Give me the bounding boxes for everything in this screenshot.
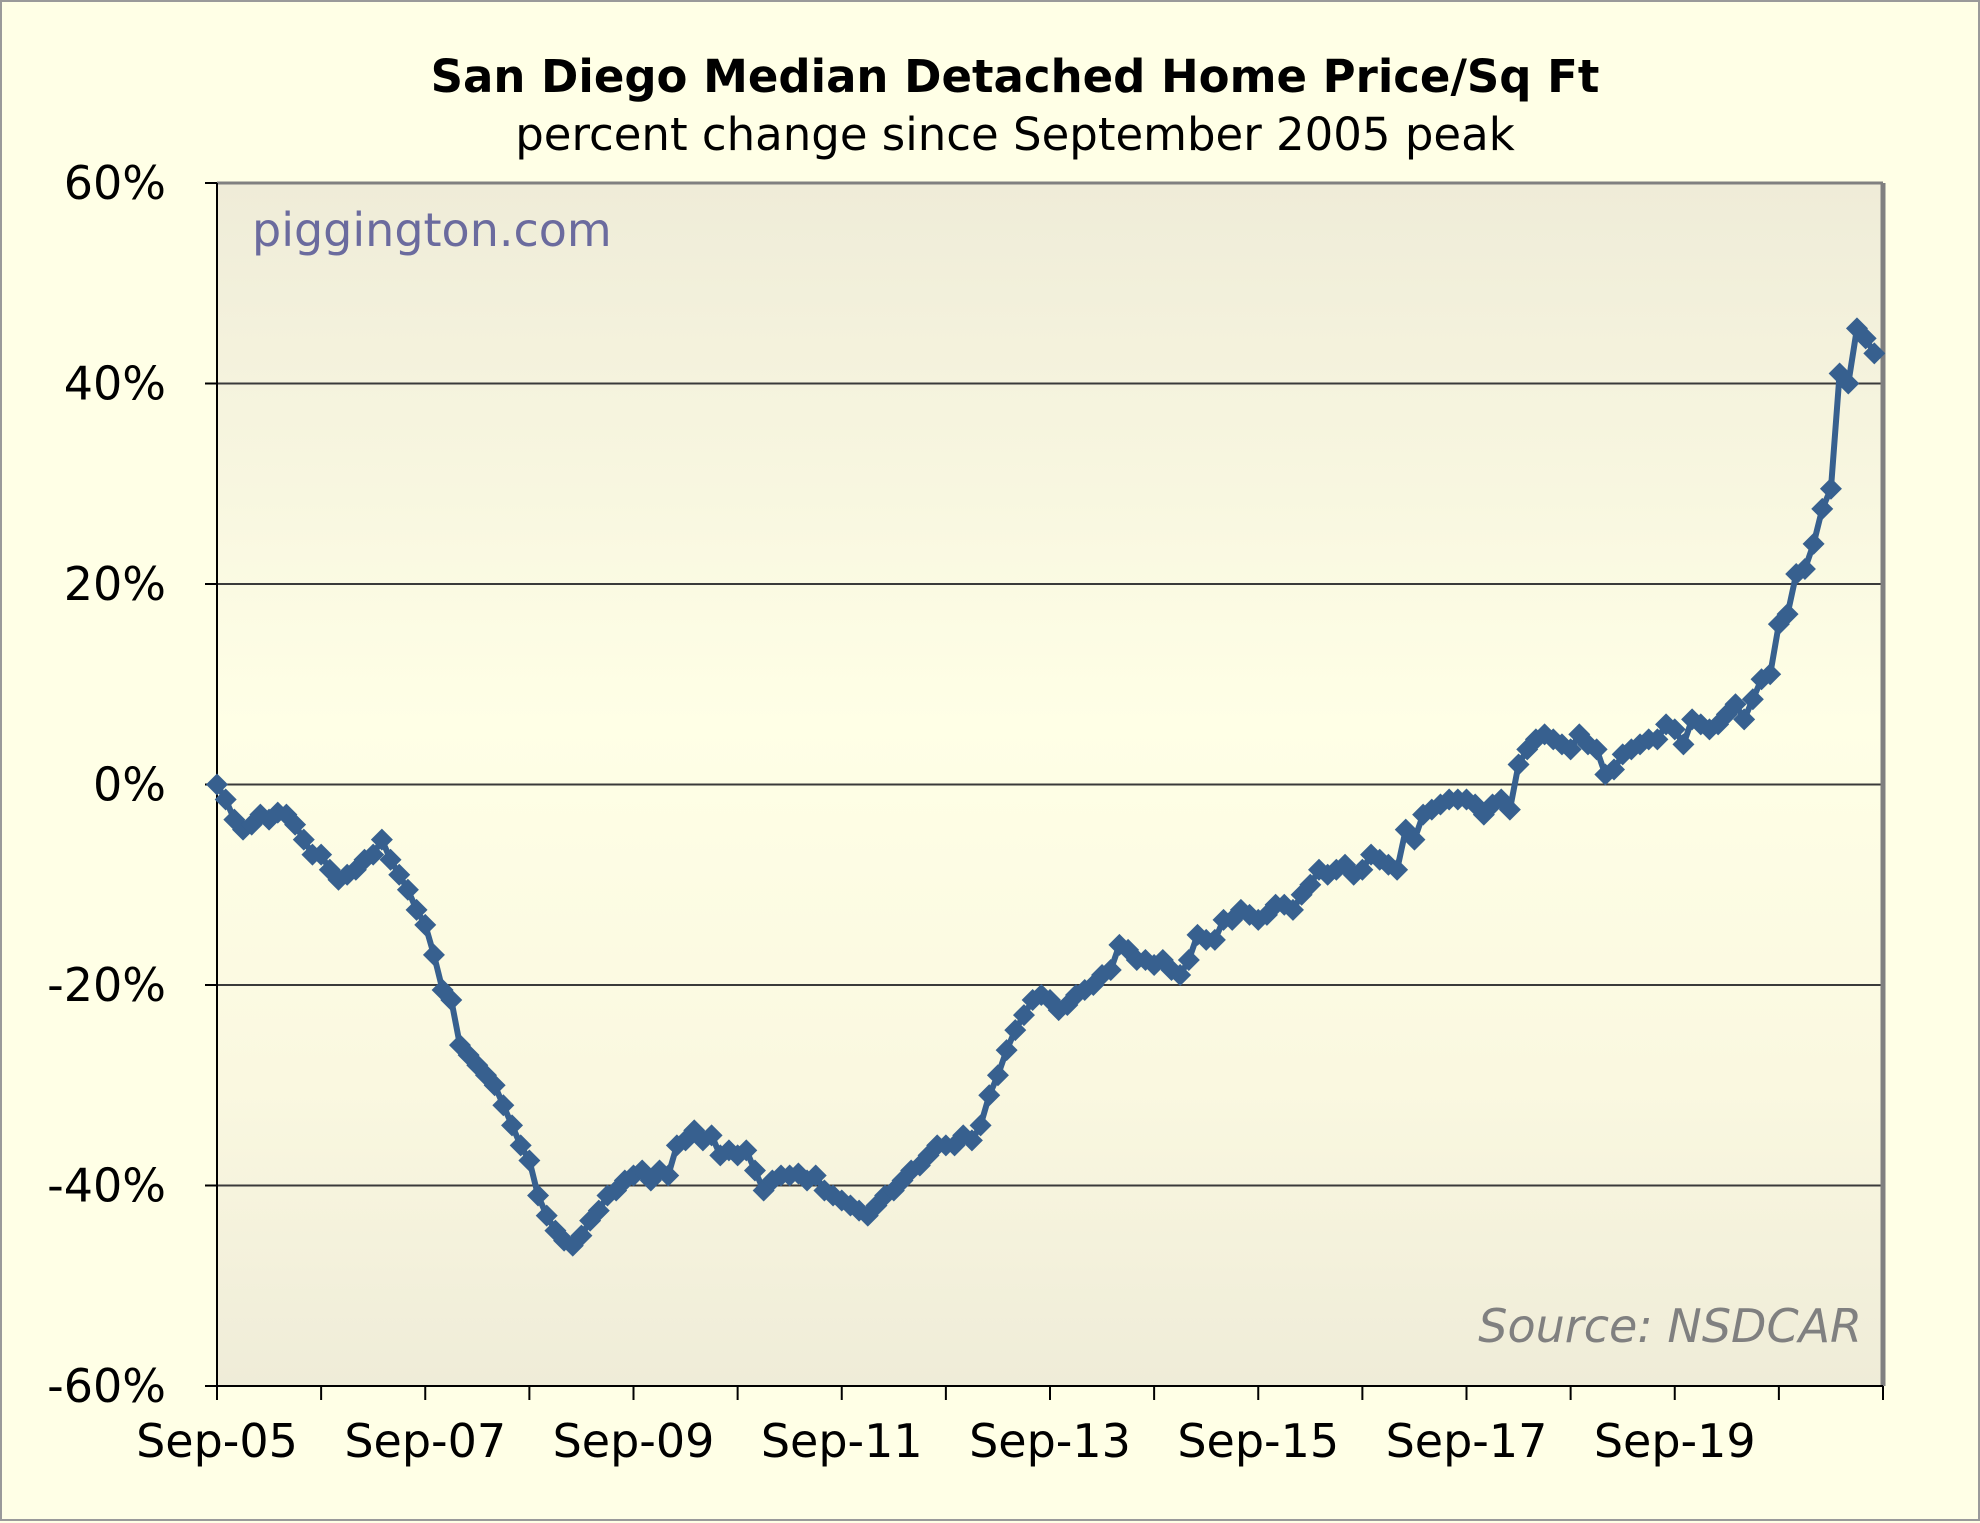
y-tick-label: 60% <box>64 156 166 210</box>
data-point-marker <box>1837 372 1860 395</box>
x-tick-label: Sep-05 <box>136 1414 298 1468</box>
data-point-marker <box>657 1164 680 1187</box>
y-tick-label: -60% <box>47 1359 166 1413</box>
data-point-marker <box>1741 688 1764 711</box>
data-point-marker <box>1585 738 1608 761</box>
data-point-marker <box>388 863 411 886</box>
x-tick-label: Sep-15 <box>1177 1414 1339 1468</box>
data-point-marker <box>1403 828 1426 851</box>
data-point-marker <box>1177 948 1200 971</box>
data-point-marker <box>240 813 263 836</box>
data-point-marker <box>1507 753 1530 776</box>
data-point-marker <box>1351 858 1374 881</box>
data-point-marker <box>527 1184 550 1207</box>
data-point-marker <box>1203 928 1226 951</box>
data-point-marker <box>1281 898 1304 921</box>
y-tick-label: 20% <box>64 557 166 611</box>
data-point-marker <box>1012 1004 1035 1027</box>
data-point-marker <box>1776 603 1799 626</box>
y-tick-label: -40% <box>47 1159 166 1213</box>
data-point-marker <box>969 1114 992 1137</box>
data-point-marker <box>492 1094 515 1117</box>
x-tick-label: Sep-17 <box>1386 1414 1548 1468</box>
data-point-marker <box>1169 963 1192 986</box>
data-point-marker <box>570 1224 593 1247</box>
data-point-marker <box>535 1204 558 1227</box>
data-point-marker <box>483 1074 506 1097</box>
data-point-marker <box>1004 1019 1027 1042</box>
watermark: piggington.com <box>252 203 612 257</box>
data-point-marker <box>396 878 419 901</box>
data-point-marker <box>292 828 315 851</box>
data-point-marker <box>370 828 393 851</box>
data-point-marker <box>743 1159 766 1182</box>
data-point-marker <box>978 1084 1001 1107</box>
data-point-marker <box>509 1134 532 1157</box>
source-note: Source: NSDCAR <box>1478 1299 1862 1353</box>
data-point-marker <box>960 1129 983 1152</box>
data-point-marker <box>518 1149 541 1172</box>
x-tick-label: Sep-13 <box>969 1414 1131 1468</box>
data-point-marker <box>1299 873 1322 896</box>
data-point-marker <box>1811 497 1834 520</box>
data-point-marker <box>414 913 437 936</box>
data-point-marker <box>310 843 333 866</box>
chart-subtitle: percent change since September 2005 peak <box>515 108 1515 161</box>
data-point-marker <box>1672 733 1695 756</box>
data-point-marker <box>405 898 428 921</box>
data-point-marker <box>206 773 228 796</box>
data-point-marker <box>1559 738 1582 761</box>
data-point-marker <box>214 788 237 811</box>
data-point-marker <box>379 848 402 871</box>
data-point-marker <box>1819 477 1842 500</box>
y-tick-label: -20% <box>47 958 166 1012</box>
data-point-marker <box>1663 718 1686 741</box>
x-tick-label: Sep-11 <box>761 1414 923 1468</box>
data-point-marker <box>587 1199 610 1222</box>
data-point-marker <box>1646 728 1669 751</box>
y-tick-label: 40% <box>64 357 166 411</box>
data-point-marker <box>1854 327 1877 350</box>
data-point-marker <box>362 843 385 866</box>
chart-title: San Diego Median Detached Home Price/Sq … <box>431 50 1600 103</box>
data-point-marker <box>440 989 463 1012</box>
data-point-marker <box>1498 798 1521 821</box>
data-point-marker <box>1733 708 1756 731</box>
data-point-marker <box>1724 693 1747 716</box>
data-point-marker <box>804 1164 827 1187</box>
data-point-marker <box>1802 532 1825 555</box>
data-point-marker <box>1386 858 1409 881</box>
x-tick-label: Sep-09 <box>553 1414 715 1468</box>
x-tick-label: Sep-07 <box>344 1414 506 1468</box>
data-point-marker <box>735 1139 758 1162</box>
data-point-marker <box>1759 663 1782 686</box>
data-point-marker <box>1099 958 1122 981</box>
data-point-marker <box>501 1114 524 1137</box>
data-point-marker <box>1793 557 1816 580</box>
data-point-marker <box>995 1039 1018 1062</box>
data-point-marker <box>1863 342 1886 365</box>
data-point-marker <box>986 1064 1009 1087</box>
data-point-marker <box>422 943 445 966</box>
data-point-marker <box>284 813 307 836</box>
y-tick-label: 0% <box>93 758 166 812</box>
data-point-marker <box>700 1124 723 1147</box>
data-point-marker <box>1603 758 1626 781</box>
x-tick-label: Sep-19 <box>1594 1414 1756 1468</box>
